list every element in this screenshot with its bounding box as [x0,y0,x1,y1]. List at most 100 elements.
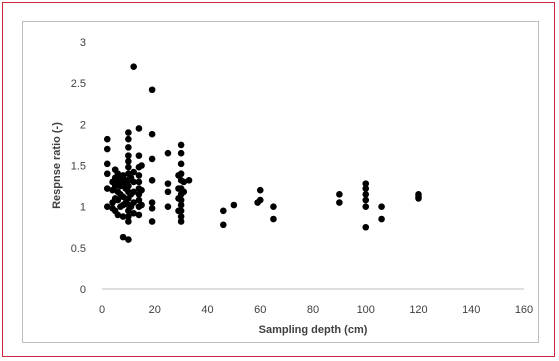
data-point [130,209,137,217]
y-tick-label: 2 [80,119,86,131]
x-tick-label: 20 [149,304,161,316]
data-point [125,158,132,165]
data-point [177,141,185,149]
data-point [362,185,370,192]
data-point [220,221,227,229]
data-point [103,135,111,143]
data-point [114,196,122,204]
data-point [362,196,370,204]
data-point [270,203,277,210]
y-tick-label: 2.5 [71,78,86,90]
data-point [138,201,145,209]
data-point [130,168,137,176]
data-point [220,207,227,215]
y-tick-label: 1.5 [71,161,86,173]
x-tick-label: 40 [201,304,213,316]
data-point [185,177,193,184]
data-point [125,163,132,171]
data-point [177,201,185,209]
data-point [362,223,370,231]
data-point [336,199,343,206]
x-tick-label: 160 [515,304,533,316]
data-point [177,170,185,178]
data-point [148,218,156,225]
x-tick-label: 0 [99,304,105,316]
data-point [130,63,137,70]
data-point [177,207,185,215]
data-point [148,205,156,212]
data-point [362,180,370,187]
y-tick-label: 0 [80,284,86,296]
data-point [125,152,132,159]
data-point [148,130,156,138]
data-point [125,236,132,243]
data-point [103,170,111,178]
data-points [103,63,422,243]
data-point [130,178,137,186]
data-point [119,213,127,220]
x-tick-label: 140 [462,304,480,316]
data-point [119,193,127,201]
data-point [362,203,370,210]
data-point [103,185,111,192]
data-point [135,172,143,179]
data-point [125,144,132,151]
data-point [148,155,156,163]
y-tick-label: 1 [80,202,86,214]
data-point [177,213,185,220]
data-point [378,215,385,223]
data-point [125,182,132,190]
y-axis-title: Respnse ratio (-) [51,122,63,209]
data-point [135,196,143,204]
data-point [177,196,185,204]
data-point [336,191,343,198]
data-point [103,145,111,153]
data-point [148,199,156,206]
x-tick-label: 100 [357,304,375,316]
y-tick-label: 0.5 [71,243,86,255]
data-point [180,178,188,186]
data-point [103,160,111,168]
data-point [148,177,156,184]
data-point [230,201,238,209]
data-point [135,125,143,132]
data-point [125,218,132,225]
data-point [148,86,156,94]
data-point [103,203,111,210]
x-tick-label: 80 [307,304,319,316]
data-point [256,186,264,194]
y-tick-labels: 0 0.5 1 1.5 2 2.5 3 [71,37,86,296]
data-point [135,178,143,186]
data-point [125,213,132,220]
data-point [415,195,422,202]
data-point [270,215,277,223]
data-point [164,203,172,210]
data-point [256,196,264,204]
x-tick-label: 120 [409,304,427,316]
data-point [130,188,137,196]
data-point [180,188,188,196]
data-point [114,211,122,219]
x-axis-title: Sampling depth (cm) [259,324,368,336]
data-point [177,160,185,168]
data-point [125,129,132,136]
y-tick-label: 3 [80,37,86,49]
data-point [119,233,127,241]
x-tick-label: 60 [254,304,266,316]
data-point [130,199,137,206]
data-point [138,162,145,169]
x-tick-labels: 0 20 40 60 80 100 120 140 160 [99,304,533,316]
data-point [135,211,143,219]
data-point [177,218,185,225]
data-point [362,191,370,198]
data-point [164,149,172,157]
data-point [177,149,185,157]
data-point [135,152,143,159]
data-point [119,172,127,179]
data-point [125,135,132,143]
data-point [378,203,385,210]
data-point [164,180,172,187]
data-point [138,186,145,194]
data-point [164,188,172,196]
